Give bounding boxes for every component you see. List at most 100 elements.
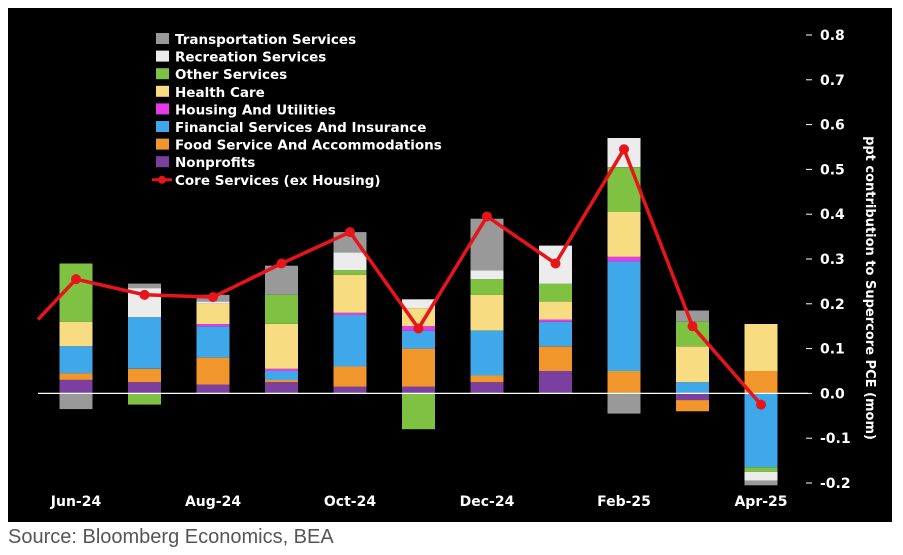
legend-label: Housing And Utilities [175, 102, 336, 118]
bar-segment [265, 324, 298, 369]
x-tick-label: Oct-24 [324, 494, 376, 510]
bar-segment [333, 270, 367, 275]
bar-segment [470, 375, 504, 383]
bars-layer [59, 138, 778, 486]
bar-segment [333, 366, 367, 387]
legend: Transportation Services Recreation Servic… [152, 32, 442, 189]
y-tick-label: 0.2 [820, 297, 845, 313]
bar-segment [333, 252, 367, 271]
core-services-point [139, 289, 150, 300]
bar-segment [265, 380, 298, 383]
legend-point-swatch [158, 175, 166, 184]
bar-segment [128, 382, 161, 394]
bar-segment [265, 368, 298, 371]
bar-segment [59, 321, 93, 347]
y-tick-label: -0.2 [820, 476, 851, 492]
bar-segment [333, 386, 367, 394]
x-tick-label: Jun-24 [50, 494, 102, 510]
bar-segment [59, 380, 93, 394]
bar-segment [402, 330, 435, 349]
core-services-point [619, 144, 629, 155]
bar-segment [196, 324, 230, 327]
bar-segment [128, 368, 161, 383]
legend-label: Nonprofits [175, 155, 255, 171]
y-tick-label: 0.7 [820, 73, 845, 89]
x-tick-label: Apr-25 [734, 494, 787, 510]
core-services-point [482, 211, 492, 222]
bar-segment [470, 294, 504, 331]
bar-segment [607, 393, 641, 414]
bar-segment [59, 346, 93, 374]
legend-swatch [156, 33, 169, 44]
bar-segment [539, 283, 572, 302]
core-services-line [36, 147, 763, 406]
bar-segment [402, 348, 435, 387]
bar-segment [470, 270, 504, 280]
core-services-point [208, 292, 218, 303]
bar-segment [607, 261, 641, 371]
bar-segment [333, 315, 367, 367]
legend-swatch [156, 103, 169, 115]
bar-segment [539, 321, 572, 347]
bar-segment [539, 301, 572, 320]
y-axis-title: ppt contribution to Supercore PCE (mom) [862, 136, 877, 440]
bar-segment [676, 310, 709, 322]
legend-swatch [156, 121, 169, 132]
bar-segment [196, 357, 230, 385]
stacked-bar-chart: -0.2 -0.1 0.0 0.1 0.2 0.3 0.4 0.5 0.6 0.7 0.8 Jun-… [36, 28, 877, 510]
bar-segment [59, 393, 93, 410]
core-services-point [756, 399, 766, 410]
bar-segment [196, 303, 230, 324]
legend-swatch [156, 156, 169, 168]
bar-segment [470, 382, 504, 394]
bar-segment [744, 471, 778, 481]
core-services-point [345, 227, 355, 238]
core-services-line-layer [36, 144, 766, 410]
bar-segment [470, 218, 504, 271]
bar-segment [196, 384, 230, 394]
legend-label: Health Care [175, 85, 265, 101]
legend-label: Transportation Services [175, 32, 356, 48]
legend-label: Financial Services And Insurance [175, 120, 426, 136]
core-services-point [550, 258, 561, 269]
x-axis: Jun-24 Aug-24 Oct-24 Dec-24 Feb-25 Apr-25 [50, 494, 788, 510]
bar-segment [402, 299, 435, 309]
bar-segment [676, 393, 709, 401]
x-tick-label: Feb-25 [597, 494, 651, 510]
y-tick-label: 0.6 [820, 118, 845, 134]
x-tick-label: Dec-24 [460, 494, 515, 510]
bar-segment [607, 212, 641, 257]
bar-segment [196, 301, 230, 304]
bar-segment [128, 317, 161, 369]
bar-segment [676, 400, 709, 412]
y-tick-label: 0.5 [820, 162, 845, 178]
core-services-point [687, 321, 698, 332]
bar-segment [402, 393, 435, 430]
bar-segment [744, 467, 778, 472]
core-services-point [413, 323, 424, 334]
bar-segment [333, 312, 367, 315]
bar-segment [607, 371, 641, 394]
bar-segment [539, 371, 572, 394]
bar-segment [470, 330, 504, 376]
bar-segment [744, 480, 778, 486]
bar-segment [539, 319, 572, 322]
y-tick-label: 0.3 [820, 252, 845, 268]
legend-swatch [156, 50, 169, 62]
bar-segment [676, 382, 709, 394]
legend-label: Food Service And Accommodations [175, 138, 442, 154]
y-axis: -0.2 -0.1 0.0 0.1 0.2 0.3 0.4 0.5 0.6 0.7 0.8 [806, 28, 851, 492]
y-tick-label: -0.1 [820, 431, 851, 447]
legend-label: Core Services (ex Housing) [175, 173, 381, 189]
legend-swatch [156, 138, 169, 150]
bar-segment [539, 346, 572, 371]
core-services-point [276, 258, 287, 269]
bar-segment [265, 371, 298, 380]
y-tick-label: 0.0 [820, 386, 845, 402]
y-tick-label: 0.1 [820, 342, 845, 358]
legend-swatch [156, 68, 169, 80]
chart-panel: -0.2 -0.1 0.0 0.1 0.2 0.3 0.4 0.5 0.6 0.7 0.8 Jun-… [8, 8, 892, 522]
bar-segment [470, 279, 504, 295]
bar-segment [265, 294, 298, 324]
bar-segment [607, 256, 641, 262]
